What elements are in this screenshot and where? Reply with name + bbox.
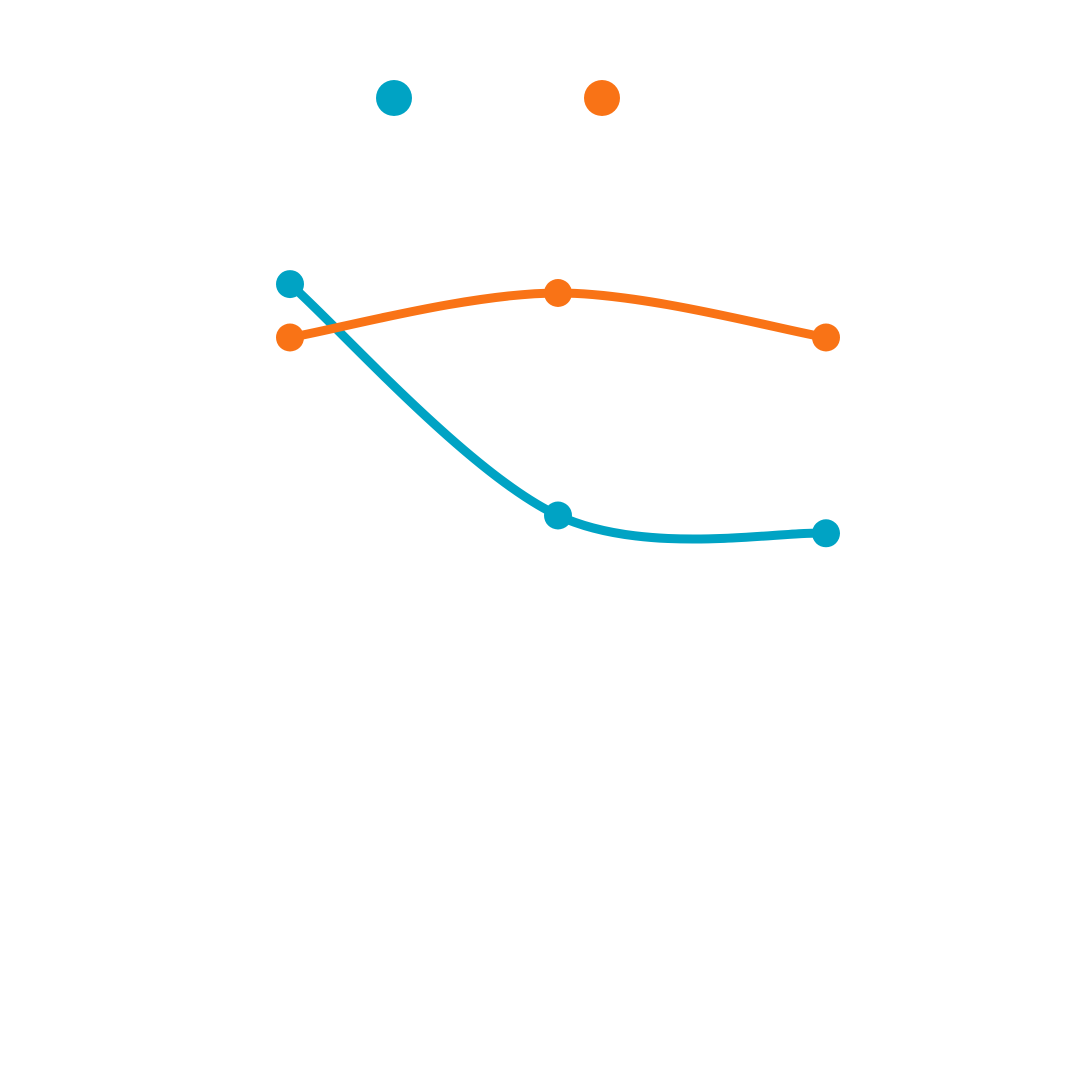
- legend: [376, 80, 620, 116]
- series-2-point-3: [812, 323, 840, 352]
- series-1-point-1: [276, 270, 304, 299]
- series-1-point-2: [544, 501, 572, 530]
- series-2-point-1: [276, 323, 304, 352]
- legend-marker-series-1: [376, 80, 412, 116]
- legend-marker-series-2: [584, 80, 620, 116]
- series-lines: [285, 279, 831, 544]
- series-1-point-3: [812, 519, 840, 548]
- series-points: [276, 270, 840, 548]
- series-2-point-2: [544, 279, 572, 307]
